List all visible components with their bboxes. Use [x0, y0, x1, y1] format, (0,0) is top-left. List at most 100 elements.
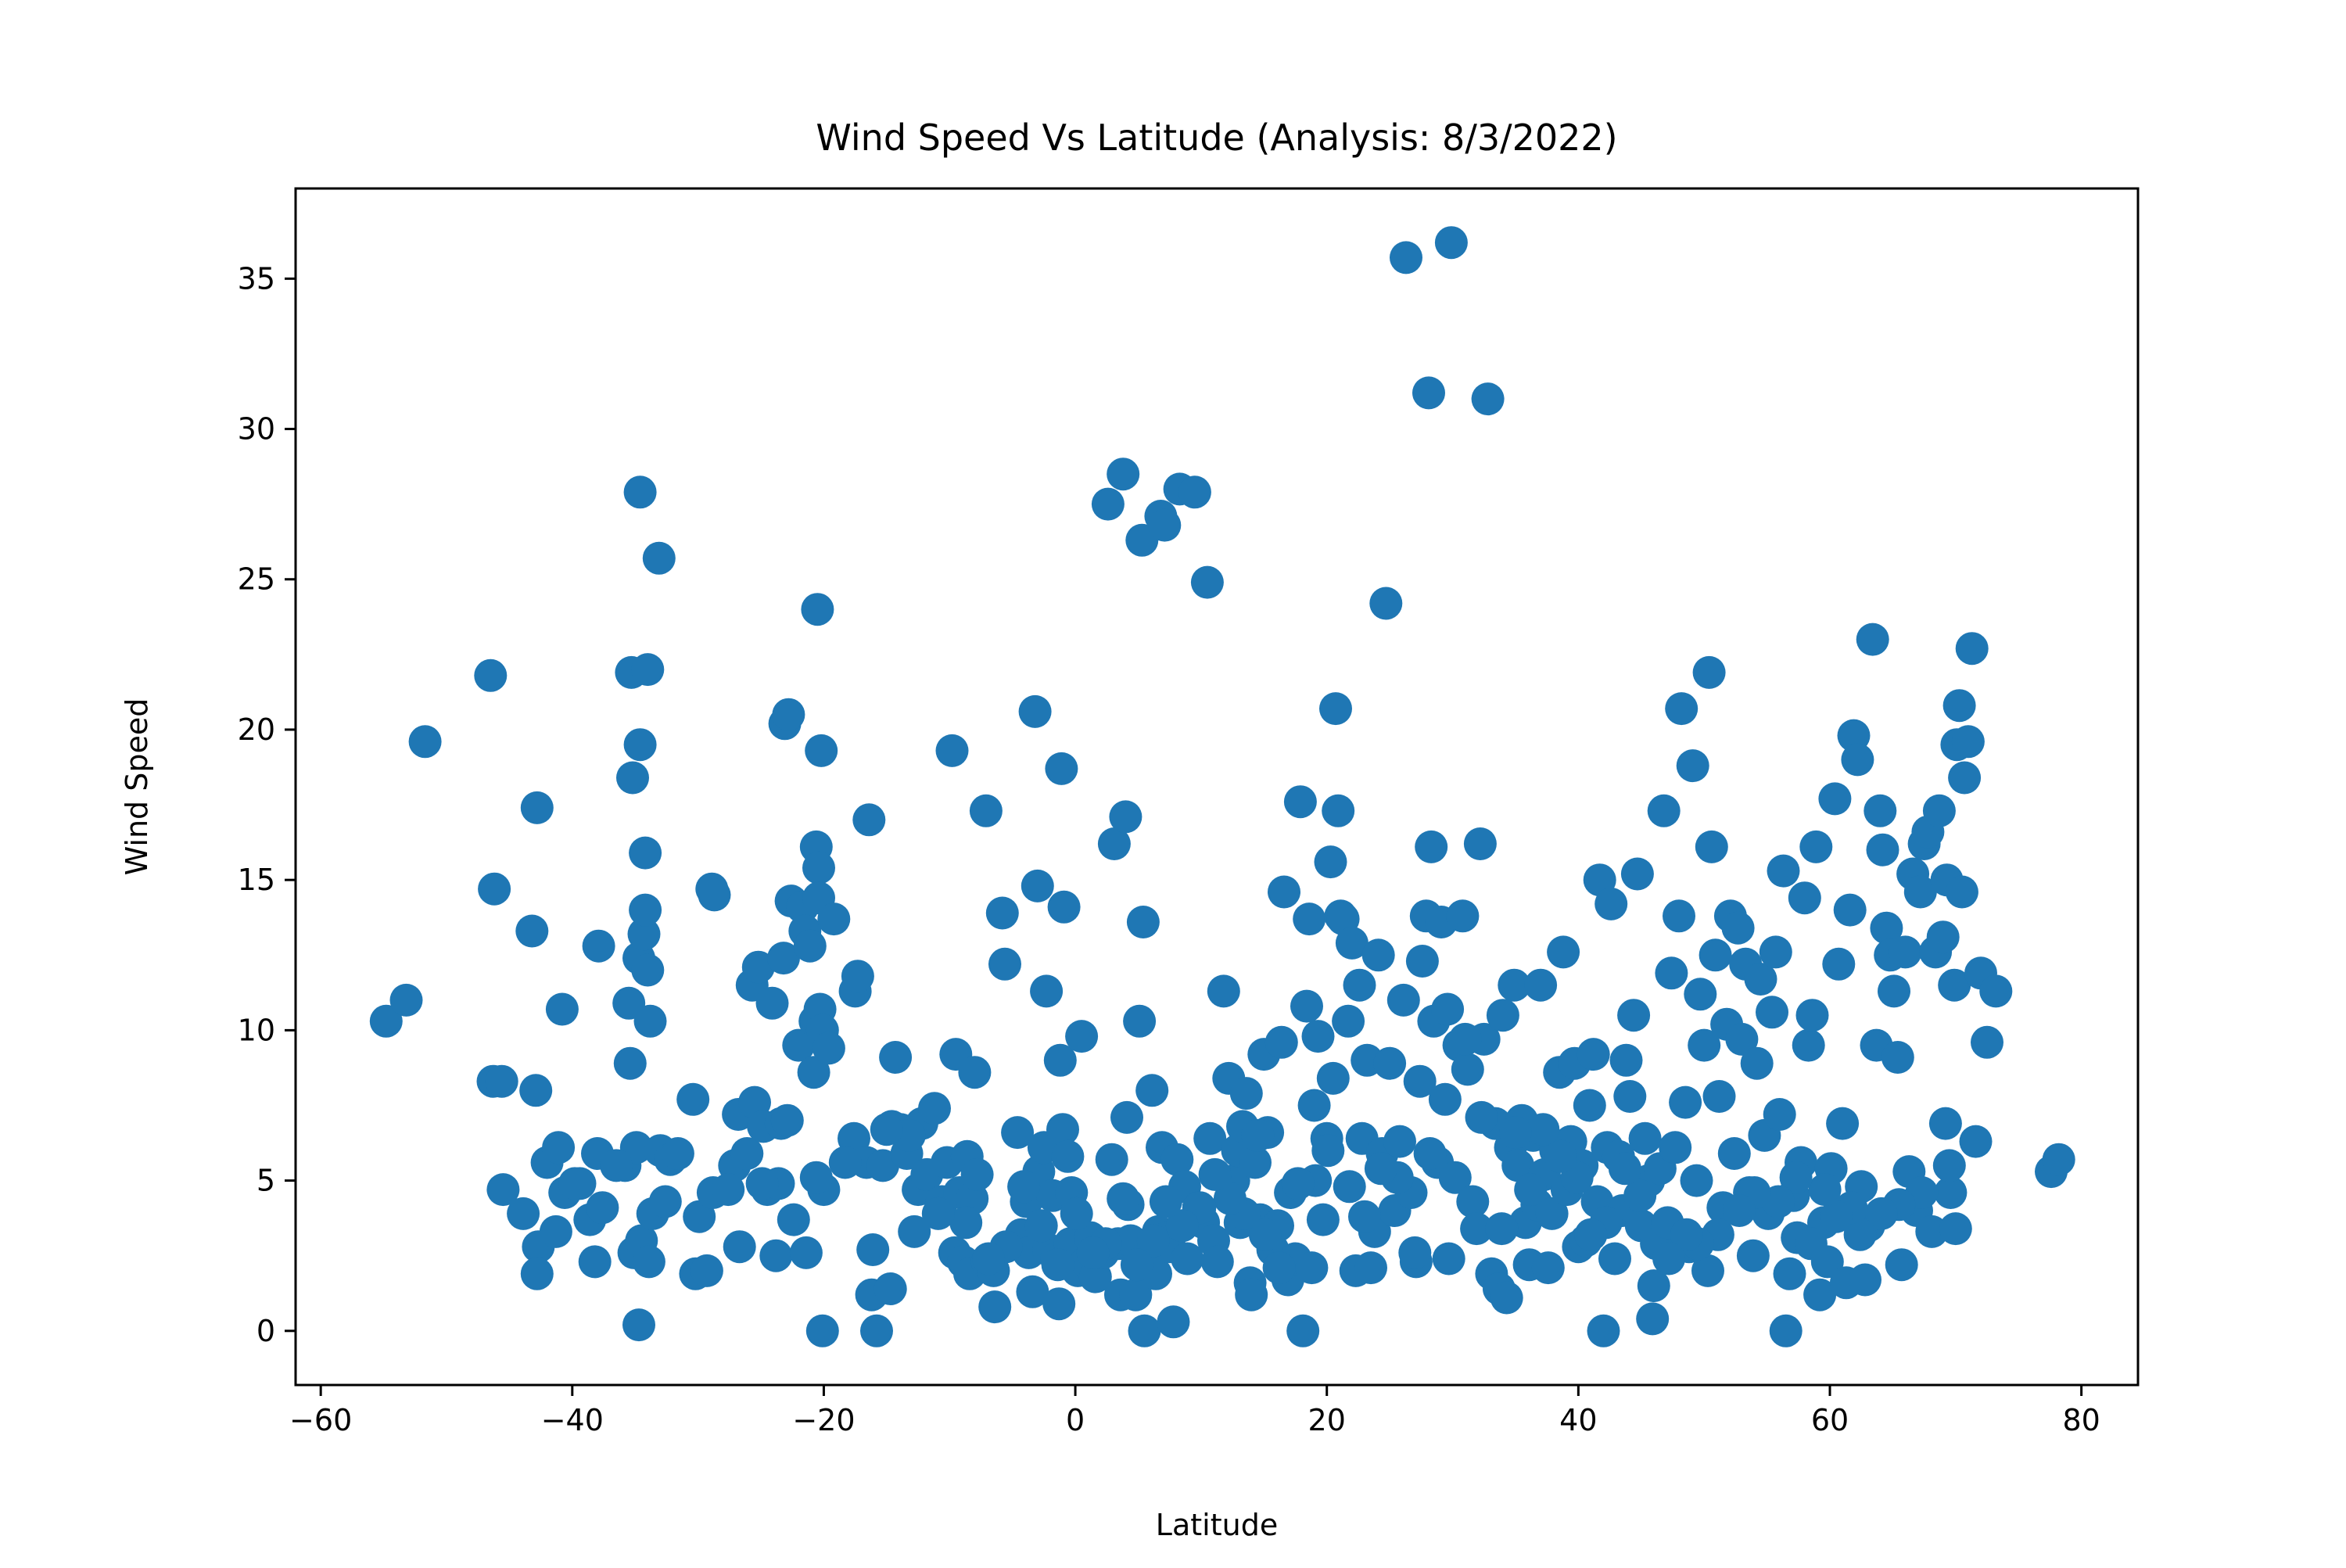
data-point	[616, 761, 649, 795]
data-point	[1526, 1113, 1560, 1146]
data-point	[369, 1004, 403, 1038]
data-point	[1620, 857, 1654, 891]
data-point	[1773, 1257, 1806, 1290]
data-point	[1609, 1043, 1643, 1077]
data-point	[542, 1131, 576, 1164]
data-point	[1322, 794, 1355, 827]
data-point	[1647, 794, 1681, 827]
data-point	[755, 986, 789, 1020]
data-point	[730, 1137, 764, 1170]
data-point	[558, 1167, 591, 1200]
data-point	[545, 992, 579, 1026]
data-point	[1934, 1176, 1968, 1209]
data-point	[772, 698, 805, 731]
data-point	[1721, 911, 1755, 945]
data-point	[828, 1146, 862, 1179]
data-point	[1248, 1218, 1282, 1251]
y-tick-label: 20	[238, 712, 275, 747]
data-point	[676, 1082, 710, 1116]
data-point	[1343, 968, 1376, 1002]
data-point	[1120, 1248, 1153, 1282]
data-point	[1669, 1085, 1702, 1119]
data-point	[1971, 1025, 2003, 1059]
data-point	[879, 1041, 913, 1074]
data-point	[1301, 1020, 1335, 1053]
data-point	[1922, 794, 1956, 827]
data-point	[1045, 752, 1078, 785]
data-point	[389, 983, 423, 1017]
data-point	[1235, 1278, 1268, 1311]
data-point	[789, 1236, 823, 1269]
data-point	[1932, 1149, 1966, 1182]
data-point	[1290, 989, 1323, 1023]
data-point	[1885, 1248, 1918, 1282]
data-point	[1833, 893, 1867, 927]
data-point	[1229, 1077, 1263, 1111]
data-point	[1451, 1053, 1484, 1086]
data-point	[1354, 1251, 1387, 1285]
data-point	[985, 896, 1019, 930]
data-point	[856, 1233, 890, 1266]
data-point	[1264, 1025, 1298, 1059]
x-tick-label: 20	[1308, 1403, 1346, 1437]
data-point	[1665, 692, 1699, 726]
data-point	[1043, 1043, 1077, 1077]
data-point	[1864, 1197, 1898, 1230]
data-point	[978, 1290, 1012, 1324]
data-point	[1849, 1263, 1881, 1297]
data-point	[1769, 1314, 1803, 1347]
data-point	[631, 953, 665, 987]
data-point	[1818, 782, 1852, 816]
data-point	[1076, 1236, 1110, 1269]
data-point	[1613, 1080, 1647, 1113]
data-point	[1119, 1278, 1153, 1311]
data-point	[1446, 899, 1480, 933]
x-tick-label: −60	[289, 1403, 352, 1437]
data-point	[1547, 935, 1580, 969]
data-point	[629, 836, 662, 870]
data-point	[1348, 1200, 1381, 1233]
data-point	[1659, 1131, 1692, 1164]
y-axis-ticks: 0 5 10 15 20 25 30 35	[238, 261, 296, 1348]
data-point	[1524, 968, 1558, 1002]
y-tick-label: 25	[238, 562, 275, 597]
data-point	[1574, 1218, 1608, 1251]
data-point	[1463, 827, 1497, 860]
data-point	[1637, 1269, 1670, 1303]
data-point	[852, 803, 886, 837]
data-point	[1149, 1185, 1182, 1218]
data-point	[613, 1046, 647, 1080]
data-point	[1046, 1113, 1079, 1146]
data-point	[1042, 1287, 1076, 1321]
data-point	[1736, 1239, 1770, 1272]
data-point	[873, 1272, 907, 1305]
data-point	[1281, 1167, 1315, 1200]
data-point	[1577, 1038, 1610, 1071]
y-tick-label: 15	[238, 863, 275, 897]
data-point	[582, 929, 615, 963]
data-point	[1717, 1137, 1751, 1170]
data-point	[1128, 1314, 1161, 1347]
data-point	[1803, 1278, 1837, 1311]
data-point	[958, 1056, 992, 1089]
data-point	[1938, 968, 1971, 1002]
data-point	[1655, 956, 1688, 990]
data-point	[1531, 1251, 1565, 1285]
x-tick-label: −20	[792, 1403, 855, 1437]
x-tick-label: 60	[1811, 1403, 1849, 1437]
data-point	[1001, 1116, 1035, 1150]
data-point	[1799, 830, 1833, 863]
data-point	[770, 1103, 804, 1137]
x-tick-label: 40	[1559, 1403, 1597, 1437]
data-point	[1109, 800, 1143, 834]
data-point	[1412, 376, 1445, 410]
data-point	[1286, 1314, 1320, 1347]
data-point	[805, 1314, 839, 1347]
data-point	[1060, 1197, 1093, 1230]
data-point	[1021, 869, 1054, 902]
data-point	[960, 1157, 994, 1191]
data-point	[1926, 920, 1960, 954]
data-point	[1047, 890, 1081, 924]
data-point	[586, 1191, 619, 1225]
data-point	[507, 1197, 540, 1230]
